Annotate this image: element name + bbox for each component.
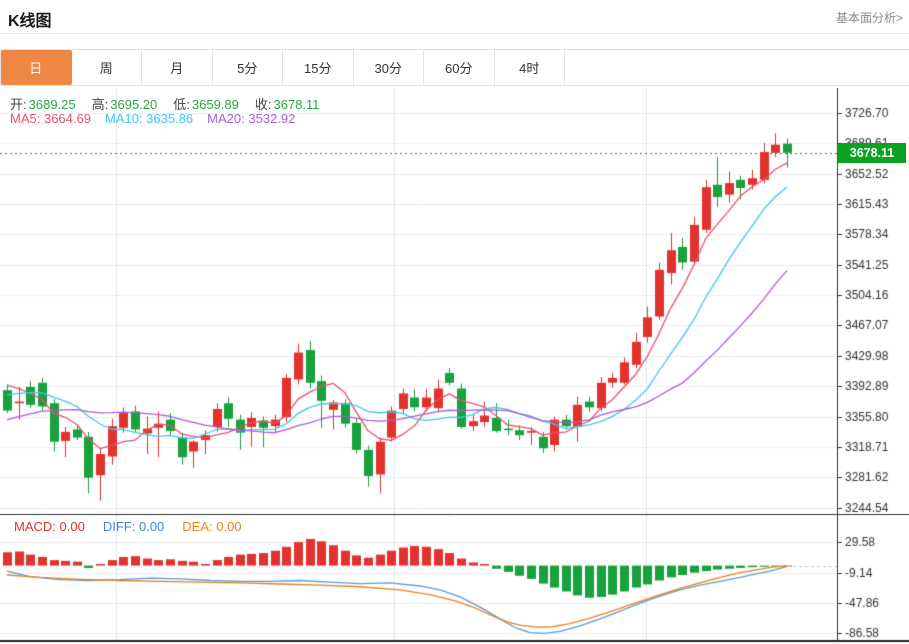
low-value: 3659.89 xyxy=(191,97,239,112)
high-value: 3695.20 xyxy=(110,97,158,112)
tab-日[interactable]: 日 xyxy=(1,50,72,85)
fundamental-analysis-link[interactable]: 基本面分析> xyxy=(835,11,903,25)
ohlc-legend: 开: 3689.25 高: 3695.20 低: 3659.89 收: 3678.11 xyxy=(10,94,336,113)
macd-legend: MACD: 0.00 DIFF: 0.00 DEA: 0.00 xyxy=(14,519,260,534)
low-label: 低: xyxy=(173,97,190,112)
close-value: 3678.11 xyxy=(273,97,320,112)
macd-value-legend: MACD: 0.00 xyxy=(14,519,85,534)
tab-30分[interactable]: 30分 xyxy=(354,50,424,85)
tab-bar: 日周月 5分 15分 30分 60分 4时 xyxy=(0,49,909,86)
dea-value-legend: DEA: 0.00 xyxy=(182,519,242,534)
tab-60分[interactable]: 60分 xyxy=(424,50,495,85)
tab-周[interactable]: 周 xyxy=(72,50,142,85)
page-title: K线图 xyxy=(8,13,52,30)
ma5-legend: MA5: 3664.69 xyxy=(10,111,91,126)
tab-5分[interactable]: 5分 xyxy=(213,50,283,85)
ma10-legend: MA10: 3635.86 xyxy=(104,111,194,126)
open-label: 开: xyxy=(10,97,27,112)
open-value: 3689.25 xyxy=(28,97,76,112)
close-label: 收: xyxy=(254,97,272,112)
price-badge: 3678.11 xyxy=(838,142,906,163)
high-label: 高: xyxy=(91,97,109,112)
tab-月[interactable]: 月 xyxy=(142,50,213,85)
tab-4时[interactable]: 4时 xyxy=(495,50,565,85)
diff-value-legend: DIFF: 0.00 xyxy=(102,519,165,534)
kline-canvas[interactable] xyxy=(0,88,909,644)
ma20-legend: MA20: 3532.92 xyxy=(207,111,296,126)
ma-legend: MA5: 3664.69 MA10: 3635.86 MA20: 3532.92 xyxy=(10,111,309,126)
tab-15分[interactable]: 15分 xyxy=(283,50,354,85)
header-divider xyxy=(0,33,909,34)
